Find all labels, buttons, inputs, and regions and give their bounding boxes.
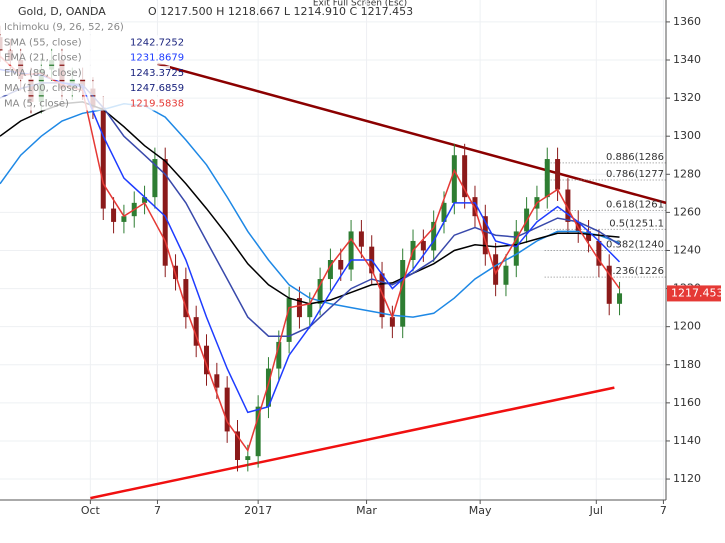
trendline: [90, 386, 615, 500]
candle-body: [544, 159, 550, 198]
y-tick-label: 1320: [673, 91, 701, 104]
ohlc-values: O 1217.500 H 1218.667 L 1214.910 C 1217.…: [148, 5, 413, 18]
candle-body: [265, 368, 271, 407]
y-tick-label: 1360: [673, 15, 701, 28]
price-tag: [667, 285, 721, 302]
y-tick-label: 1200: [673, 320, 701, 333]
candle-body: [617, 293, 623, 304]
indicator-value: 1243.3725: [130, 68, 184, 79]
candle-body: [565, 189, 571, 222]
candle-body: [255, 406, 261, 457]
fullscreen-hint: Exit Full Screen (Esc): [313, 0, 407, 9]
indicator-bg: [0, 81, 170, 96]
candle-body: [276, 341, 282, 369]
candle-body: [420, 240, 426, 251]
candle-body: [245, 456, 251, 460]
candle-body: [224, 387, 230, 432]
candle-body: [462, 155, 468, 198]
candle-body: [307, 303, 313, 318]
indicator-bg: [0, 20, 112, 34]
indicator-name: EMA (21, close): [4, 53, 82, 64]
candle-body: [193, 317, 199, 346]
candle-body: [400, 260, 406, 327]
y-tick-label: 1140: [673, 434, 701, 447]
y-tick-label: 1260: [673, 205, 701, 218]
candle-body: [503, 265, 509, 285]
candle-body: [441, 202, 447, 222]
y-tick-label: 1280: [673, 167, 701, 180]
candle-body: [358, 231, 364, 247]
fib-label: 0.382(1240: [606, 239, 664, 250]
candle-body: [606, 265, 612, 304]
indicator-value: 1231.8679: [130, 53, 184, 64]
candle-body: [214, 374, 220, 388]
indicator-name: EMA (89, close): [4, 68, 82, 79]
fib-label: 0.5(1251.1: [609, 218, 664, 229]
x-tick-label: Jul: [589, 504, 603, 517]
indicator-bg: [0, 65, 170, 80]
candle-body: [296, 298, 302, 318]
indicator-name: MA (5, close): [4, 99, 69, 110]
candle-body: [142, 197, 148, 203]
candle-body: [183, 279, 189, 318]
indicator-name: Ichimoku (9, 26, 52, 26): [4, 22, 124, 33]
candle-body: [234, 431, 240, 460]
indicator-bg: [0, 50, 170, 65]
candle-body: [389, 317, 395, 327]
candle-body: [49, 60, 55, 70]
candle-body: [204, 345, 210, 375]
x-tick-label: 7: [660, 504, 667, 517]
candle-body: [121, 216, 127, 222]
fib-label: 0.618(1261: [606, 199, 664, 210]
moving-average: [0, 55, 621, 453]
candle-body: [286, 298, 292, 342]
candle-body: [555, 159, 561, 190]
candle-body: [596, 240, 602, 266]
price-tag-label: 1217.453: [671, 286, 724, 299]
candle-body: [152, 159, 158, 198]
y-tick-label: 1160: [673, 396, 701, 409]
candle-body: [586, 231, 592, 241]
indicator-value: 1247.6859: [130, 83, 184, 94]
x-tick-label: 2017: [244, 504, 272, 517]
fib-label: 0.786(1277: [606, 169, 664, 180]
x-tick-label: Oct: [81, 504, 101, 517]
indicator-name: MA (100, close): [4, 83, 82, 94]
x-tick-label: 7: [154, 504, 161, 517]
fib-label: 0.236(1226: [606, 266, 664, 277]
indicator-value: 1219.5838: [130, 99, 184, 110]
candle-body: [100, 107, 106, 209]
candle-body: [111, 208, 117, 222]
candle-body: [431, 221, 437, 251]
candle-body: [338, 260, 344, 270]
indicator-name: SMA (55, close): [4, 37, 82, 48]
indicator-value: 1242.7252: [130, 37, 184, 48]
candle-body: [451, 155, 457, 203]
fib-label: 0.886(1286: [606, 152, 664, 163]
candle-body: [482, 216, 488, 255]
y-tick-label: 1300: [673, 129, 701, 142]
y-tick-label: 1240: [673, 243, 701, 256]
candle-body: [513, 231, 519, 266]
candle-body: [162, 159, 168, 266]
moving-average: [0, 68, 621, 414]
indicator-bg: [0, 35, 170, 50]
y-tick-label: 1340: [673, 53, 701, 66]
candle-body: [493, 254, 499, 285]
chart-title: Gold, D, OANDA: [18, 5, 106, 18]
candle-body: [327, 260, 333, 280]
indicator-bg: [0, 96, 170, 111]
candle-body: [317, 279, 323, 304]
x-tick-label: Mar: [356, 504, 377, 517]
x-tick-label: May: [469, 504, 492, 517]
candle-body: [348, 231, 354, 270]
y-tick-label: 1180: [673, 358, 701, 371]
candle-body: [472, 197, 478, 217]
candle-body: [379, 273, 385, 318]
y-tick-label: 1120: [673, 472, 701, 485]
